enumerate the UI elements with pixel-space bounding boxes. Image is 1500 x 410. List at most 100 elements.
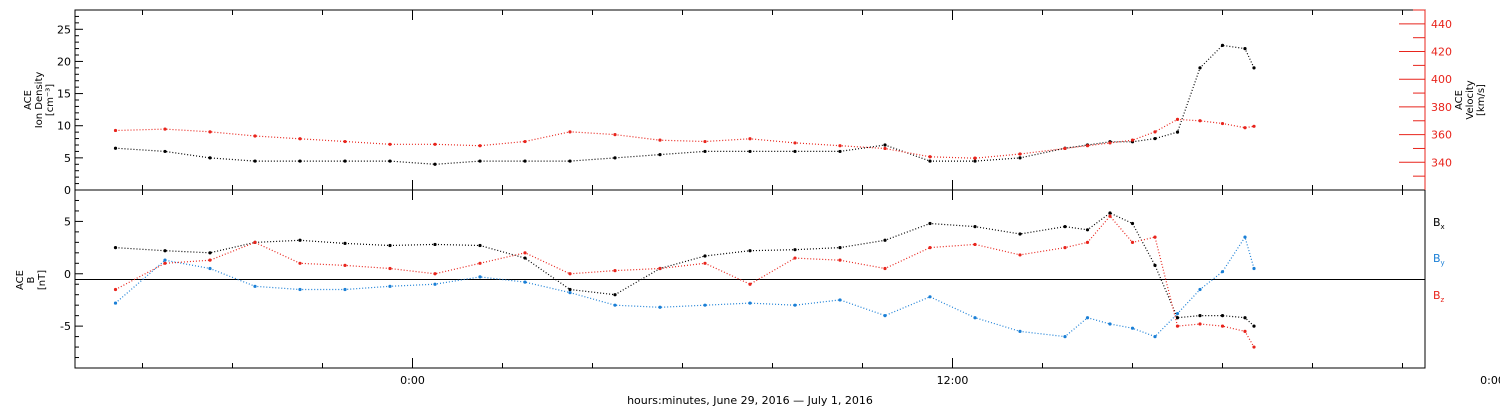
ion-density-point — [388, 159, 392, 163]
bx-point — [1018, 232, 1022, 236]
by-point — [1130, 326, 1135, 330]
x-tick-label: 0:00 — [1480, 374, 1500, 387]
ion-density-point — [208, 156, 212, 160]
legend-bz: Bz — [1433, 289, 1445, 304]
ion-density-point — [163, 149, 167, 154]
by-point — [793, 303, 797, 307]
bz-point — [1220, 324, 1225, 328]
ion-density-point — [658, 153, 662, 157]
velocity-point — [343, 139, 347, 144]
ion-density-point — [793, 149, 797, 154]
velocity-tick-label: 400 — [1431, 73, 1452, 86]
bx-point — [343, 241, 347, 245]
ion-density-point — [703, 149, 707, 154]
velocity-tick-label: 440 — [1431, 18, 1452, 31]
bz-point — [1063, 245, 1067, 250]
top-panel-frame — [74, 9, 1426, 191]
velocity-axis-title-line1: ACE — [1454, 90, 1465, 110]
bz-point — [523, 251, 527, 255]
by-point-trace — [115, 235, 1255, 338]
density-tick-label: 10 — [57, 120, 71, 133]
by-point — [703, 303, 707, 307]
bx-point — [163, 249, 167, 253]
velocity-point — [433, 142, 437, 146]
top-right-axis-ticks: 340 360 380 400 420 440 — [1399, 9, 1452, 190]
velocity-axis-title: ACE Velocity [km/s] — [1454, 80, 1487, 119]
ion-density-point — [298, 159, 302, 163]
bx-point — [1220, 314, 1225, 318]
velocity-point — [208, 130, 212, 134]
bfield-axis-title-line2: B — [26, 276, 37, 283]
bottom-left-axis-ticks: -5 0 5 — [60, 199, 83, 359]
bz-point — [613, 269, 617, 273]
velocity-point — [1063, 146, 1067, 151]
bz-point — [928, 245, 932, 250]
density-tick-label: 15 — [57, 88, 71, 101]
ion-density-point — [433, 162, 437, 166]
bz-point — [343, 263, 347, 267]
by-point — [1243, 235, 1247, 239]
density-tick-label: 0 — [64, 184, 71, 197]
by-point — [748, 301, 752, 305]
bz-point-trace — [115, 215, 1255, 348]
x-axis-ticks: 0:00 12:00 0:00 — [142, 10, 1500, 387]
by-point — [523, 280, 527, 284]
density-axis-title-line3: [cm⁻³] — [45, 84, 56, 116]
legend: Bx By Bz — [1433, 216, 1445, 304]
bx-point — [208, 251, 212, 255]
ion-density-point — [343, 159, 347, 163]
by-point — [1108, 322, 1112, 326]
velocity-axis-title-line2: Velocity — [1465, 80, 1476, 119]
bz-point — [433, 272, 437, 276]
bz-point — [478, 261, 482, 265]
velocity-point — [928, 155, 932, 159]
velocity-point — [973, 156, 977, 160]
bx-point-trace — [115, 212, 1255, 327]
x-tick-label: 12:00 — [937, 374, 969, 387]
velocity-point — [1085, 144, 1090, 148]
density-axis-title-line2: Ion Density — [34, 72, 45, 129]
bottom-panel-points — [113, 211, 1256, 349]
bfield-axis-title: ACE B [nT] — [15, 270, 48, 290]
velocity-point — [1108, 141, 1112, 145]
bx-point — [113, 245, 118, 250]
bx-point — [613, 293, 617, 297]
top-left-axis-ticks: 0 5 10 15 20 25 — [57, 9, 83, 197]
legend-bx: Bx — [1433, 216, 1445, 231]
bz-point — [568, 272, 572, 276]
density-tick-label: 5 — [64, 152, 71, 165]
velocity-point — [1252, 124, 1256, 128]
ion-density-point — [568, 159, 572, 163]
bx-point — [1252, 324, 1256, 328]
ion-density-point — [523, 159, 527, 163]
bx-point — [1063, 225, 1067, 229]
velocity-axis-title-line3: [km/s] — [1476, 84, 1487, 116]
density-tick-label: 20 — [57, 55, 71, 68]
velocity-tick-label: 360 — [1431, 129, 1452, 142]
density-tick-label: 25 — [57, 23, 71, 36]
velocity-point — [1243, 126, 1247, 130]
bx-point — [703, 254, 707, 258]
bfield-axis-title-line1: ACE — [15, 270, 26, 290]
velocity-tick-label: 380 — [1431, 101, 1452, 114]
velocity-point — [253, 134, 257, 138]
velocity-point — [793, 141, 797, 145]
x-axis-title: hours:minutes, June 29, 2016 — July 1, 2… — [627, 394, 873, 407]
velocity-point — [883, 146, 887, 151]
ion-density-point — [748, 149, 752, 154]
velocity-tick-label: 340 — [1431, 156, 1452, 169]
bz-point — [388, 266, 392, 271]
density-axis-title: ACE Ion Density [cm⁻³] — [23, 72, 56, 129]
velocity-point — [388, 142, 392, 146]
x-tick-label: 0:00 — [400, 374, 425, 387]
velocity-point — [838, 144, 842, 148]
velocity-tick-label: 420 — [1431, 46, 1452, 59]
ion-density-point — [478, 159, 482, 163]
velocity-point — [163, 127, 167, 131]
bfield-tick-label: 5 — [64, 215, 71, 228]
bz-point — [973, 242, 977, 247]
bfield-tick-label: -5 — [60, 320, 71, 333]
bx-point — [1175, 316, 1180, 320]
ion-density-point-trace — [115, 44, 1255, 165]
